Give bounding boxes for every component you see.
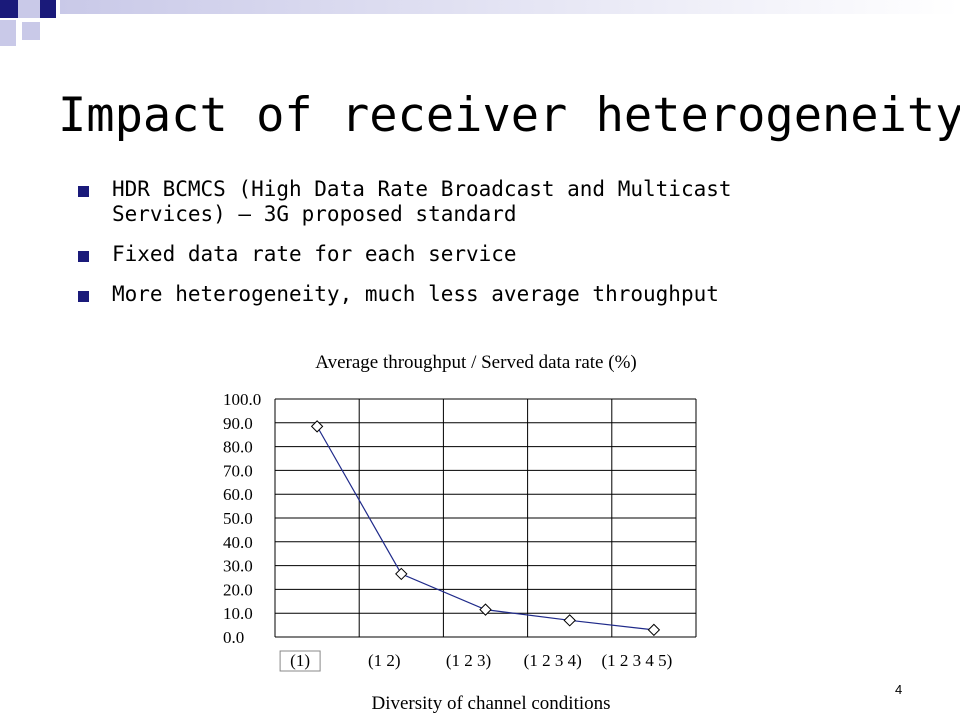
slide-number: 4	[895, 682, 903, 697]
y-tick-label: 20.0	[223, 580, 253, 599]
bullet-list: HDR BCMCS (High Data Rate Broadcast and …	[78, 177, 812, 322]
square-bullet-icon	[78, 251, 89, 262]
x-tick-label: (1 2 3 4)	[524, 651, 582, 670]
bullet-text: HDR BCMCS (High Data Rate Broadcast and …	[112, 177, 732, 226]
y-tick-label: 50.0	[223, 509, 253, 528]
chart-title: Average throughput / Served data rate (%…	[315, 352, 636, 373]
y-tick-label: 40.0	[223, 533, 253, 552]
bullet-text: More heterogeneity, much less average th…	[112, 282, 719, 306]
data-point-marker	[563, 614, 576, 627]
bullet-text: Fixed data rate for each service	[112, 242, 517, 266]
deco-square-lavender-mid	[22, 22, 40, 40]
title-decoration-bar	[0, 0, 960, 46]
data-point-marker	[479, 603, 492, 616]
data-point-marker	[395, 567, 408, 581]
deco-square-navy-small	[40, 0, 56, 18]
bullet-item: HDR BCMCS (High Data Rate Broadcast and …	[78, 177, 812, 227]
series-line	[316, 426, 654, 631]
bullet-item: Fixed data rate for each service	[78, 242, 812, 267]
x-tick-label-box	[279, 650, 321, 672]
y-tick-label: 30.0	[223, 557, 253, 576]
y-tick-label: 70.0	[223, 461, 253, 480]
y-tick-label: 10.0	[223, 604, 253, 623]
y-tick-label: 100.0	[223, 390, 261, 409]
square-bullet-icon	[78, 291, 89, 302]
slide-title: Impact of receiver heterogeneity	[58, 88, 960, 143]
x-tick-label: (1)	[290, 651, 310, 670]
y-tick-label: 90.0	[223, 414, 253, 433]
x-tick-label: (1 2 3 4 5)	[601, 651, 672, 670]
x-axis-label: Diversity of channel conditions	[371, 693, 610, 714]
data-point-marker	[647, 623, 661, 637]
y-tick-label: 80.0	[223, 438, 253, 457]
square-bullet-icon	[78, 186, 89, 197]
data-point-marker	[310, 420, 324, 433]
x-tick-label: (1 2 3)	[446, 651, 491, 670]
deco-square-lavender-left	[0, 20, 16, 46]
deco-square-lavender	[18, 0, 40, 18]
y-tick-label: 0.0	[223, 628, 244, 647]
deco-gradient-strip	[60, 0, 960, 14]
deco-square-navy	[0, 0, 18, 18]
plot-area: 100.0 90.0 80.0 70.0 60.0 50.0 40.0 30.0 20.0 10.…	[223, 390, 697, 672]
y-tick-label: 60.0	[223, 485, 253, 504]
x-tick-label: (1 2)	[368, 651, 401, 670]
bullet-item: More heterogeneity, much less average th…	[78, 282, 812, 307]
